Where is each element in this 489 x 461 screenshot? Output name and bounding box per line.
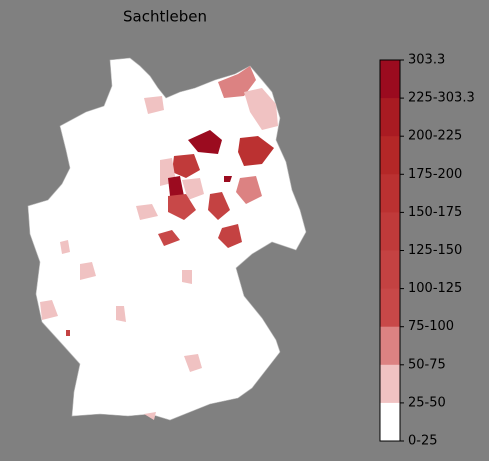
region <box>208 192 230 220</box>
region <box>144 412 156 420</box>
region <box>136 204 158 220</box>
region <box>168 176 184 196</box>
colorbar-label: 0-25 <box>408 434 438 449</box>
region <box>184 354 202 372</box>
region <box>66 330 70 336</box>
region <box>144 96 164 114</box>
colorbar: 303.3 225-303.3 200-225 175-200 150-175 125-1… <box>379 53 475 449</box>
colorbar-bin <box>380 402 400 442</box>
colorbar-label: 25-50 <box>408 395 446 410</box>
region <box>236 176 262 204</box>
region <box>224 176 232 182</box>
region <box>80 262 96 280</box>
region <box>168 194 196 220</box>
germany-map <box>27 57 307 421</box>
region <box>238 136 274 166</box>
colorbar-label: 125-150 <box>408 243 462 258</box>
region <box>60 240 70 254</box>
region <box>40 300 58 320</box>
map-title: Sachtleben <box>123 8 207 26</box>
colorbar-label: 303.3 <box>408 53 445 68</box>
colorbar-label: 150-175 <box>408 205 462 220</box>
region <box>116 306 126 322</box>
colorbar-bin <box>380 364 400 404</box>
colorbar-bin <box>380 212 400 251</box>
colorbar-label: 50-75 <box>408 357 446 372</box>
region <box>218 66 256 98</box>
colorbar-bin <box>380 98 400 137</box>
region <box>188 130 222 154</box>
colorbar-bin <box>380 174 400 213</box>
colorbar-bin <box>380 326 400 366</box>
region <box>182 270 192 284</box>
colorbar-bin <box>380 136 400 175</box>
colorbar-bin <box>380 60 400 99</box>
region <box>172 154 200 178</box>
region <box>158 230 180 246</box>
colorbar-bin <box>380 288 400 328</box>
colorbar-label: 75-100 <box>408 319 454 334</box>
region <box>218 224 242 248</box>
region <box>182 178 204 200</box>
colorbar-label: 100-125 <box>408 281 462 296</box>
colorbar-label: 225-303.3 <box>408 91 475 106</box>
colorbar-label: 175-200 <box>408 167 462 182</box>
colorbar-bin <box>380 250 400 290</box>
region <box>244 88 278 130</box>
colorbar-label: 200-225 <box>408 129 462 144</box>
